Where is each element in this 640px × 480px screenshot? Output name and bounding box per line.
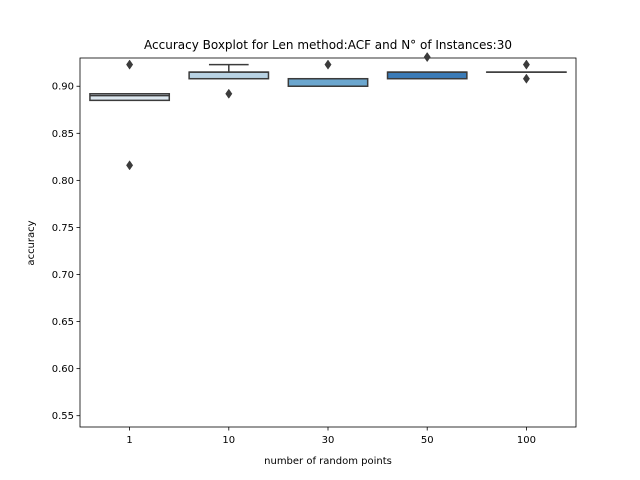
y-axis-label: accuracy bbox=[26, 220, 37, 265]
y-tick-label: 0.60 bbox=[52, 364, 74, 375]
outlier-point bbox=[522, 73, 530, 84]
box bbox=[188, 71, 270, 80]
outlier-point bbox=[126, 59, 134, 70]
y-tick-label: 0.55 bbox=[52, 411, 74, 422]
y-tick-label: 0.75 bbox=[52, 223, 74, 234]
y-tick-label: 0.85 bbox=[52, 129, 74, 140]
chart-title: Accuracy Boxplot for Len method:ACF and … bbox=[144, 38, 512, 52]
y-tick-label: 0.70 bbox=[52, 270, 74, 281]
plot-area: 0.55 0.60 0.65 0.70 0.75 0.80 0.85 0.90 1 10 30 50 1… bbox=[52, 52, 577, 446]
plot-frame bbox=[79, 57, 577, 428]
box bbox=[287, 77, 369, 87]
box bbox=[89, 93, 171, 102]
x-axis-label: number of random points bbox=[264, 456, 392, 467]
outlier-point bbox=[225, 88, 233, 99]
x-tick-label: 50 bbox=[421, 435, 434, 446]
y-tick-label: 0.90 bbox=[52, 82, 74, 93]
box bbox=[386, 71, 468, 80]
y-tick-label: 0.65 bbox=[52, 317, 74, 328]
x-tick-label: 1 bbox=[126, 435, 132, 446]
outlier-point bbox=[324, 59, 332, 70]
outlier-point bbox=[126, 160, 134, 171]
x-tick-label: 30 bbox=[322, 435, 335, 446]
outlier-point bbox=[522, 59, 530, 70]
x-tick-label: 10 bbox=[222, 435, 235, 446]
x-tick-label: 100 bbox=[517, 435, 536, 446]
y-tick-label: 0.80 bbox=[52, 176, 74, 187]
outlier-point bbox=[423, 52, 431, 63]
